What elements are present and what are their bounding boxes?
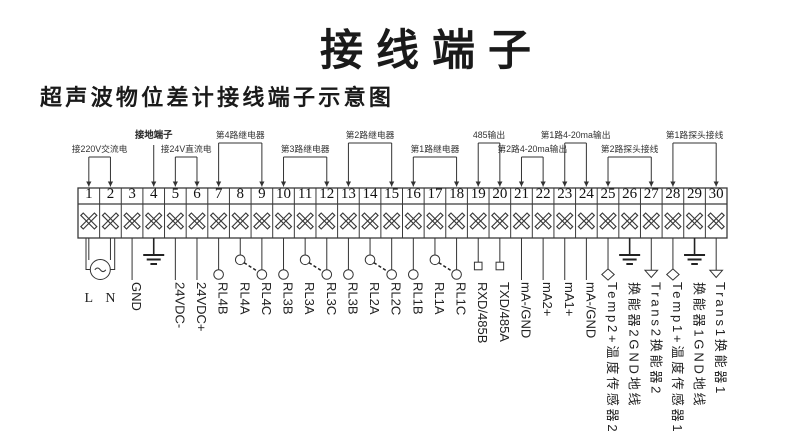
svg-text:第4路继电器: 第4路继电器 (216, 129, 265, 140)
svg-text:TXD/485A: TXD/485A (497, 282, 512, 342)
svg-text:换能器2GND地线: 换能器2GND地线 (627, 282, 642, 408)
svg-text:RL2C: RL2C (389, 282, 404, 315)
svg-text:第3路继电器: 第3路继电器 (281, 143, 330, 154)
svg-text:Trans1换能器1: Trans1换能器1 (713, 282, 728, 396)
svg-text:8: 8 (237, 186, 245, 202)
svg-text:2: 2 (107, 186, 115, 202)
svg-text:24: 24 (579, 186, 595, 202)
svg-text:RL1A: RL1A (432, 282, 447, 315)
svg-text:换能器1GND地线: 换能器1GND地线 (692, 282, 707, 408)
svg-text:RL3B: RL3B (345, 282, 360, 315)
svg-text:27: 27 (644, 186, 660, 202)
svg-text:第2路继电器: 第2路继电器 (346, 129, 395, 140)
svg-text:第2路4-20ma输出: 第2路4-20ma输出 (497, 143, 567, 154)
svg-text:4: 4 (150, 186, 158, 202)
svg-text:10: 10 (276, 186, 291, 202)
svg-text:第1路继电器: 第1路继电器 (411, 143, 460, 154)
svg-text:RL4B: RL4B (216, 282, 231, 315)
svg-text:RL1C: RL1C (454, 282, 469, 315)
svg-text:25: 25 (601, 186, 616, 202)
svg-text:接地端子: 接地端子 (135, 129, 173, 140)
svg-text:15: 15 (384, 186, 399, 202)
svg-text:RL3B: RL3B (281, 282, 296, 315)
svg-text:mA-/GND: mA-/GND (583, 282, 598, 338)
svg-text:21: 21 (514, 186, 529, 202)
svg-text:29: 29 (687, 186, 702, 202)
svg-text:13: 13 (341, 186, 356, 202)
svg-text:第1路探头接线: 第1路探头接线 (666, 129, 724, 140)
svg-text:Trans2换能器2: Trans2换能器2 (648, 282, 663, 396)
svg-text:1: 1 (85, 186, 93, 202)
svg-text:RL1B: RL1B (410, 282, 425, 315)
svg-text:24VDC+: 24VDC+ (194, 282, 209, 332)
svg-text:接220V交流电: 接220V交流电 (72, 143, 128, 154)
svg-text:GND: GND (129, 282, 144, 311)
svg-text:18: 18 (449, 186, 464, 202)
svg-text:RL4A: RL4A (237, 282, 252, 315)
svg-text:Temp1+温度传感器1: Temp1+温度传感器1 (670, 282, 685, 434)
svg-text:RL4C: RL4C (259, 282, 274, 315)
svg-text:接24V直流电: 接24V直流电 (161, 143, 212, 154)
svg-text:L: L (85, 291, 94, 306)
svg-text:5: 5 (172, 186, 180, 202)
svg-text:11: 11 (298, 186, 312, 202)
svg-text:mA-/GND: mA-/GND (518, 282, 533, 338)
svg-text:12: 12 (319, 186, 334, 202)
svg-text:mA2+: mA2+ (540, 282, 555, 316)
svg-text:19: 19 (471, 186, 486, 202)
svg-text:RL2A: RL2A (367, 282, 382, 315)
svg-text:mA1+: mA1+ (562, 282, 577, 316)
svg-text:14: 14 (363, 186, 379, 202)
svg-text:20: 20 (492, 186, 507, 202)
svg-text:Temp2+温度传感器2: Temp2+温度传感器2 (605, 282, 620, 434)
svg-text:26: 26 (622, 186, 638, 202)
svg-text:N: N (105, 291, 115, 306)
svg-text:3: 3 (128, 186, 136, 202)
svg-text:485输出: 485输出 (473, 129, 505, 140)
svg-text:6: 6 (193, 186, 201, 202)
svg-text:28: 28 (665, 186, 680, 202)
svg-text:23: 23 (557, 186, 572, 202)
svg-text:RXD/485B: RXD/485B (475, 282, 490, 343)
svg-text:9: 9 (258, 186, 266, 202)
svg-text:16: 16 (406, 186, 422, 202)
svg-text:17: 17 (427, 186, 443, 202)
svg-text:RL3A: RL3A (302, 282, 317, 315)
svg-text:7: 7 (215, 186, 223, 202)
svg-text:24VDC-: 24VDC- (172, 282, 187, 328)
svg-text:第2路探头接线: 第2路探头接线 (601, 143, 659, 154)
svg-text:30: 30 (709, 186, 724, 202)
svg-text:22: 22 (536, 186, 551, 202)
svg-text:RL3C: RL3C (324, 282, 339, 315)
svg-text:第1路4-20ma输出: 第1路4-20ma输出 (541, 129, 611, 140)
